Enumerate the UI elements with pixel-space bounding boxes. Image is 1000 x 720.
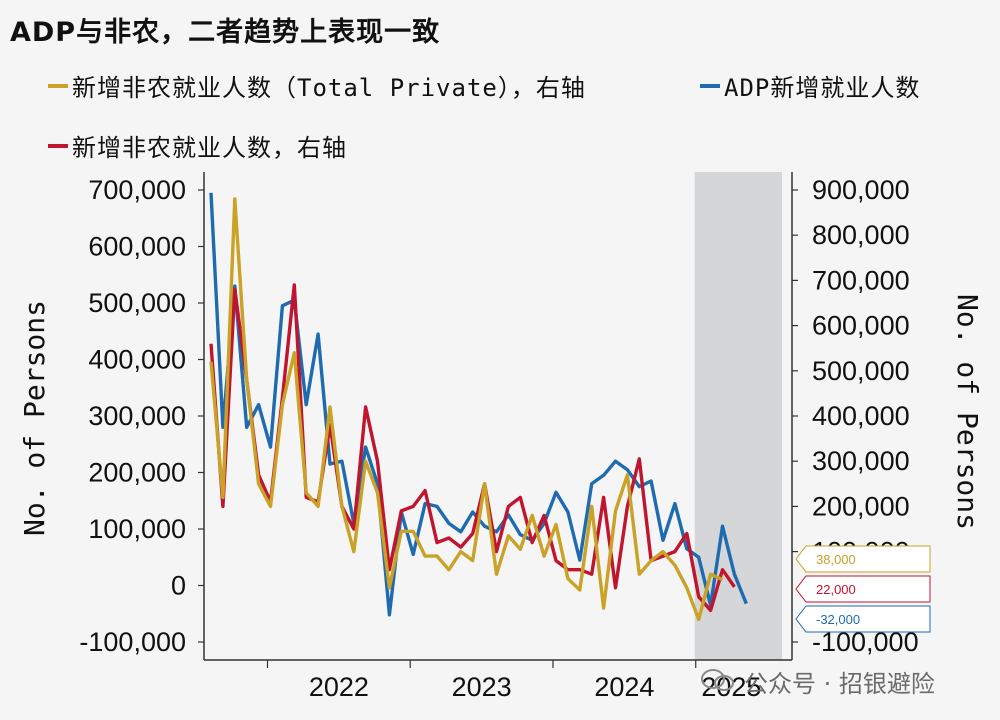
- callout-label: -32,000: [816, 612, 860, 627]
- legend-swatch: [48, 83, 68, 88]
- end-value-callout: 38,000: [795, 545, 931, 573]
- x-tick-label: 2022: [309, 672, 369, 702]
- legend-item-private-payrolls: 新增非农就业人数（Total Private），右轴: [48, 68, 586, 103]
- right-tick-label: 500,000: [812, 356, 910, 386]
- callout-label: 22,000: [816, 582, 856, 597]
- right-tick-label: 300,000: [812, 446, 910, 476]
- watermark: 公众号 · 招银避险: [744, 670, 935, 698]
- legend-label: 新增非农就业人数（Total Private），右轴: [72, 74, 586, 102]
- callout-box: [795, 605, 931, 633]
- right-tick-label: 600,000: [812, 311, 910, 341]
- right-tick-label: 200,000: [812, 491, 910, 521]
- left-tick-label: 700,000: [88, 175, 186, 205]
- series-line: [209, 192, 748, 617]
- series-line: [209, 197, 724, 622]
- wechat-icon: [700, 668, 734, 692]
- left-tick-label: 300,000: [88, 401, 186, 431]
- right-tick-label: 800,000: [812, 220, 910, 250]
- callout-box: [795, 575, 931, 603]
- legend-swatch: [48, 143, 68, 148]
- legend-item-nonfarm: 新增非农就业人数，右轴: [48, 128, 347, 163]
- legend-item-adp: ADP新增就业人数: [700, 68, 920, 103]
- left-tick-label: 500,000: [88, 288, 186, 318]
- right-axis-title: No. of Persons: [951, 294, 984, 530]
- chart-title: ADP与非农，二者趋势上表现一致: [10, 17, 441, 48]
- right-tick-label: 400,000: [812, 401, 910, 431]
- legend-label: ADP新增就业人数: [724, 74, 921, 102]
- legend-label: 新增非农就业人数，右轴: [72, 134, 347, 162]
- legend-swatch: [700, 83, 720, 88]
- end-value-callout: 22,000: [795, 575, 931, 603]
- left-tick-label: -100,000: [79, 627, 186, 657]
- callout-label: 38,000: [816, 552, 856, 567]
- left-tick-label: 600,000: [88, 232, 186, 262]
- right-tick-label: 700,000: [812, 265, 910, 295]
- left-tick-label: 100,000: [88, 514, 186, 544]
- series-line: [209, 283, 736, 613]
- x-tick-label: 2024: [594, 672, 654, 702]
- left-tick-label: 0: [171, 571, 186, 601]
- x-tick-label: 2023: [452, 672, 512, 702]
- left-tick-label: 200,000: [88, 458, 186, 488]
- right-tick-label: 900,000: [812, 175, 910, 205]
- left-axis-title: No. of Persons: [18, 300, 51, 536]
- end-value-callout: -32,000: [795, 605, 931, 633]
- left-tick-label: 400,000: [88, 345, 186, 375]
- callout-box: [795, 545, 931, 573]
